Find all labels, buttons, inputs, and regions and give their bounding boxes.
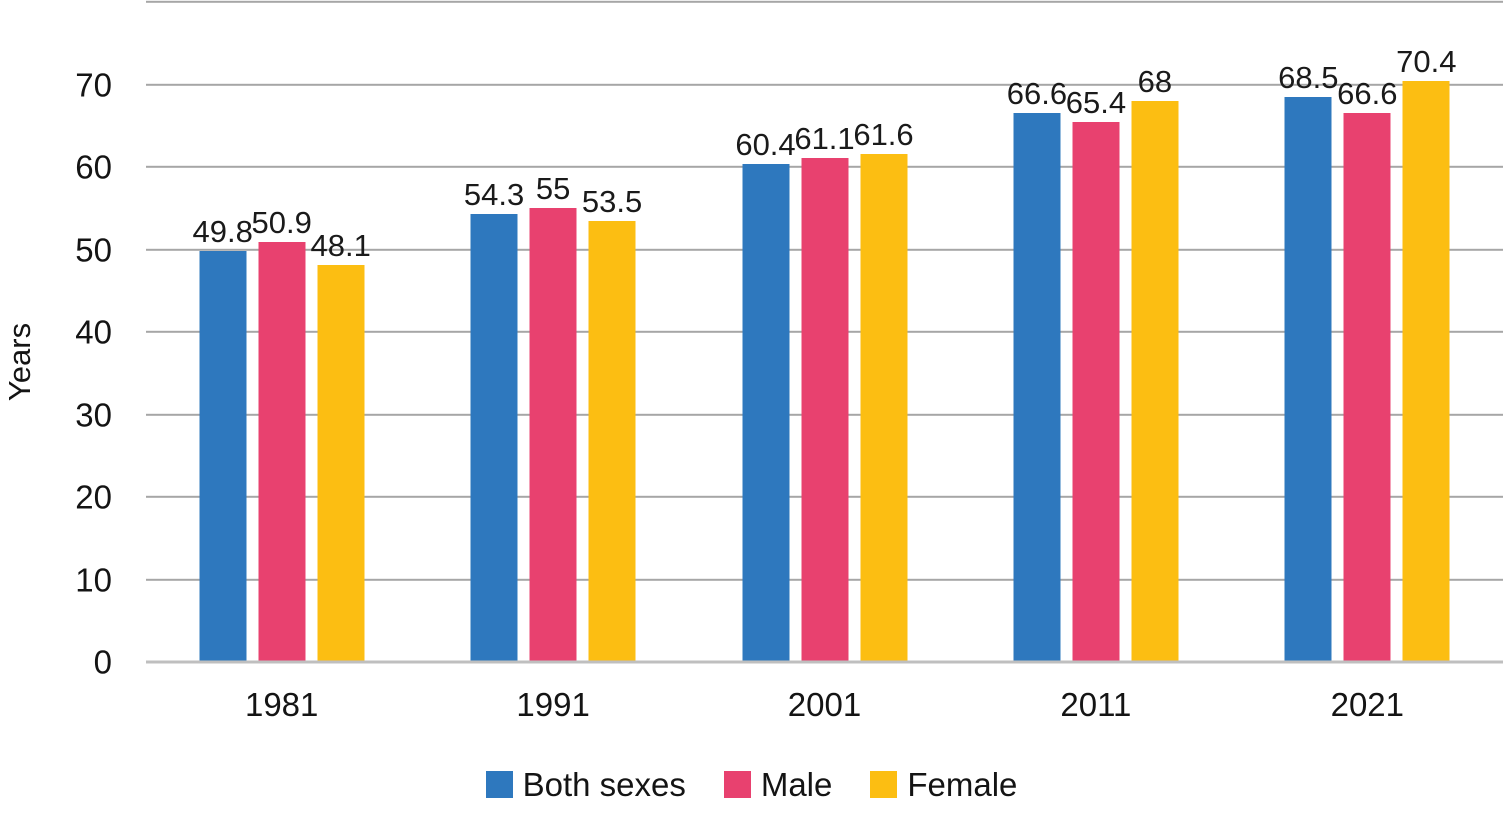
bar-male-1991: 55 [529,173,577,662]
bar-female-2011: 68 [1131,66,1179,662]
y-tick-label-10: 10 [75,561,112,598]
bar-group-2001: 60.4 61.1 61.6 [735,2,914,662]
bar-female-1991: 53.5 [582,186,642,662]
bar-male-2021: 66.6 [1337,78,1397,662]
data-label: 66.6 [1006,75,1068,111]
data-label: 49.8 [192,214,253,250]
legend-label: Both sexes [522,766,686,803]
bar-female-1981: 48.1 [311,230,371,662]
x-axis: 1981 1991 2001 2011 2021 [146,688,1503,730]
data-label: 68.5 [1278,59,1339,95]
data-label: 66.6 [1337,75,1398,111]
bar-both-sexes-1981: 49.8 [193,216,253,662]
legend-item-female: Female [870,768,1017,801]
y-tick-label-20: 20 [75,478,112,516]
bar-female-2021: 70.4 [1396,46,1456,662]
y-tick-label-40: 40 [75,313,112,351]
bar-both-sexes-1991: 54.3 [464,179,524,662]
data-label: 54.3 [463,177,525,213]
data-label: 48.1 [310,228,371,264]
legend-label: Male [760,766,833,803]
bar-male-2001: 61.1 [794,123,855,662]
legend-swatch-icon [870,771,898,798]
y-axis: 0 10 20 30 40 50 60 70 [0,2,112,679]
data-label: 60.4 [735,126,796,162]
y-tick-label-0: 0 [93,643,112,681]
legend-item-male: Male [723,766,833,803]
plot-area: 49.8 50.9 48.1 54.3 55 53.5 60.4 61.1 61.6 66.6 65… [146,1,1503,664]
bar-both-sexes-2011: 66.6 [1007,78,1067,662]
data-label: 65.4 [1065,85,1127,121]
gridline-80 [146,1,1503,3]
y-tick-label-30: 30 [75,396,112,433]
data-label: 53.5 [581,183,643,219]
data-label: 70.4 [1396,44,1457,80]
legend-swatch-icon [723,771,751,798]
gridline-70 [146,83,1503,86]
bar-group-2011: 66.6 65.4 68 [1007,2,1179,662]
x-tick-label-1991: 1991 [516,686,590,723]
data-label: 61.1 [794,120,855,156]
bar-both-sexes-2021: 68.5 [1278,62,1338,662]
x-axis-line [146,660,1503,664]
bar-both-sexes-2001: 60.4 [735,129,796,662]
legend: Both sexes Male Female [0,768,1503,801]
data-label: 68 [1137,64,1173,99]
bar-group-1991: 54.3 55 53.5 [464,2,642,662]
bar-female-2001: 61.6 [853,119,914,662]
x-tick-label-2001: 2001 [787,686,862,723]
bar-group-2021: 68.5 66.6 70.4 [1278,2,1456,662]
bar-male-1981: 50.9 [252,207,312,662]
legend-item-both-sexes: Both sexes [485,766,686,803]
y-tick-label-70: 70 [75,66,112,103]
x-tick-label-1981: 1981 [244,686,319,723]
y-tick-label-60: 60 [75,148,112,186]
data-label: 61.6 [853,116,914,152]
x-tick-label-2021: 2021 [1330,686,1405,723]
x-tick-label-2011: 2011 [1060,686,1132,723]
y-tick-label-50: 50 [75,231,112,268]
bar-group-1981: 49.8 50.9 48.1 [193,2,371,662]
data-label: 50.9 [251,205,312,241]
legend-swatch-icon [485,771,513,798]
legend-label: Female [907,766,1018,803]
bar-male-2011: 65.4 [1066,87,1126,662]
data-label: 55 [535,171,571,207]
